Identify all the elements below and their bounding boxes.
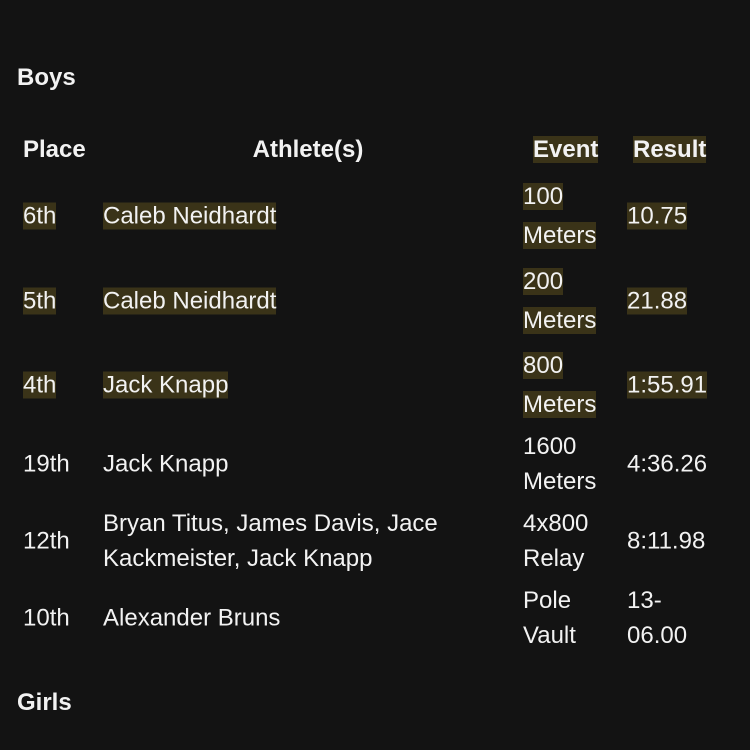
cell-text: Jack Knapp [103, 450, 229, 478]
header-cell: Event [533, 136, 628, 164]
table-cell: Caleb Neidhardt [103, 282, 498, 321]
cell-text: 4:36.26 [627, 450, 708, 478]
table-row: 5th Caleb Neidhardt 200 Meters 21.88 [0, 262, 750, 340]
header-cell: Place [23, 136, 86, 164]
table-cell: 5th [23, 282, 57, 321]
cell-text: 8:11.98 [627, 527, 706, 555]
table-cell: 12th [23, 524, 70, 559]
cell-text: 19th [23, 450, 70, 478]
table-cell: Pole Vault [523, 583, 618, 653]
cell-text: 12th [23, 527, 70, 555]
table-cell: 13-06.00 [627, 583, 717, 653]
table-cell: 4th [23, 366, 57, 405]
header-text: Result [633, 136, 707, 163]
section-title: Girls [17, 689, 72, 716]
table-cell: 4:36.26 [627, 447, 717, 482]
table-row: 4th Jack Knapp 800 Meters 1:55.91 [0, 346, 750, 424]
cell-text: 4x800 Relay [523, 510, 589, 572]
header-text: Athlete(s) [252, 136, 364, 163]
cell-text: Alexander Bruns [103, 604, 281, 632]
cell-text: 200 Meters [523, 268, 597, 334]
cell-text: 1600 Meters [523, 433, 597, 495]
table-cell: Bryan Titus, James Davis, Jace Kackmeist… [103, 506, 498, 576]
cell-text: Pole Vault [523, 587, 576, 649]
cell-text: 1:55.91 [627, 371, 708, 399]
table-cell: 21.88 [627, 282, 717, 321]
cell-text: 6th [23, 202, 57, 230]
cell-text: 800 Meters [523, 352, 597, 418]
table-cell: 800 Meters [523, 346, 618, 424]
table-cell: 1600 Meters [523, 429, 618, 499]
cell-text: 5th [23, 287, 57, 315]
table-row: 19th Jack Knapp 1600 Meters 4:36.26 [0, 429, 750, 499]
table-cell: 100 Meters [523, 177, 618, 255]
cell-text: 100 Meters [523, 183, 597, 249]
table-cell: Alexander Bruns [103, 601, 498, 636]
header-cell: Athlete(s) [103, 136, 513, 164]
cell-text: 21.88 [627, 287, 688, 315]
table-cell: 10.75 [627, 197, 717, 236]
table-cell: 8:11.98 [627, 524, 717, 559]
table-cell: 10th [23, 601, 70, 636]
table-row: 12th Bryan Titus, James Davis, Jace Kackm… [0, 506, 750, 576]
section-title: Boys [17, 64, 76, 91]
table-cell: 19th [23, 447, 70, 482]
cell-text: 10.75 [627, 202, 688, 230]
cell-text: 10th [23, 604, 70, 632]
header-row: Place Athlete(s) Event Result [0, 130, 750, 170]
table-cell: Caleb Neidhardt [103, 197, 498, 236]
table-row: 10th Alexander Bruns Pole Vault 13-06.00 [0, 583, 750, 653]
table-cell: Jack Knapp [103, 366, 498, 405]
table-row: 6th Caleb Neidhardt 100 Meters 10.75 [0, 177, 750, 255]
header-cell: Result [633, 136, 733, 164]
cell-text: Jack Knapp [103, 371, 229, 399]
table-cell: Jack Knapp [103, 447, 498, 482]
header-text: Event [533, 136, 599, 163]
table-cell: 6th [23, 197, 57, 236]
header-text: Place [23, 136, 86, 163]
cell-text: 13-06.00 [627, 587, 688, 649]
table-cell: 1:55.91 [627, 366, 717, 405]
cell-text: 4th [23, 371, 57, 399]
table-cell: 200 Meters [523, 262, 618, 340]
cell-text: Caleb Neidhardt [103, 202, 277, 230]
cell-text: Caleb Neidhardt [103, 287, 277, 315]
table-cell: 4x800 Relay [523, 506, 618, 576]
cell-text: Bryan Titus, James Davis, Jace Kackmeist… [103, 510, 438, 572]
